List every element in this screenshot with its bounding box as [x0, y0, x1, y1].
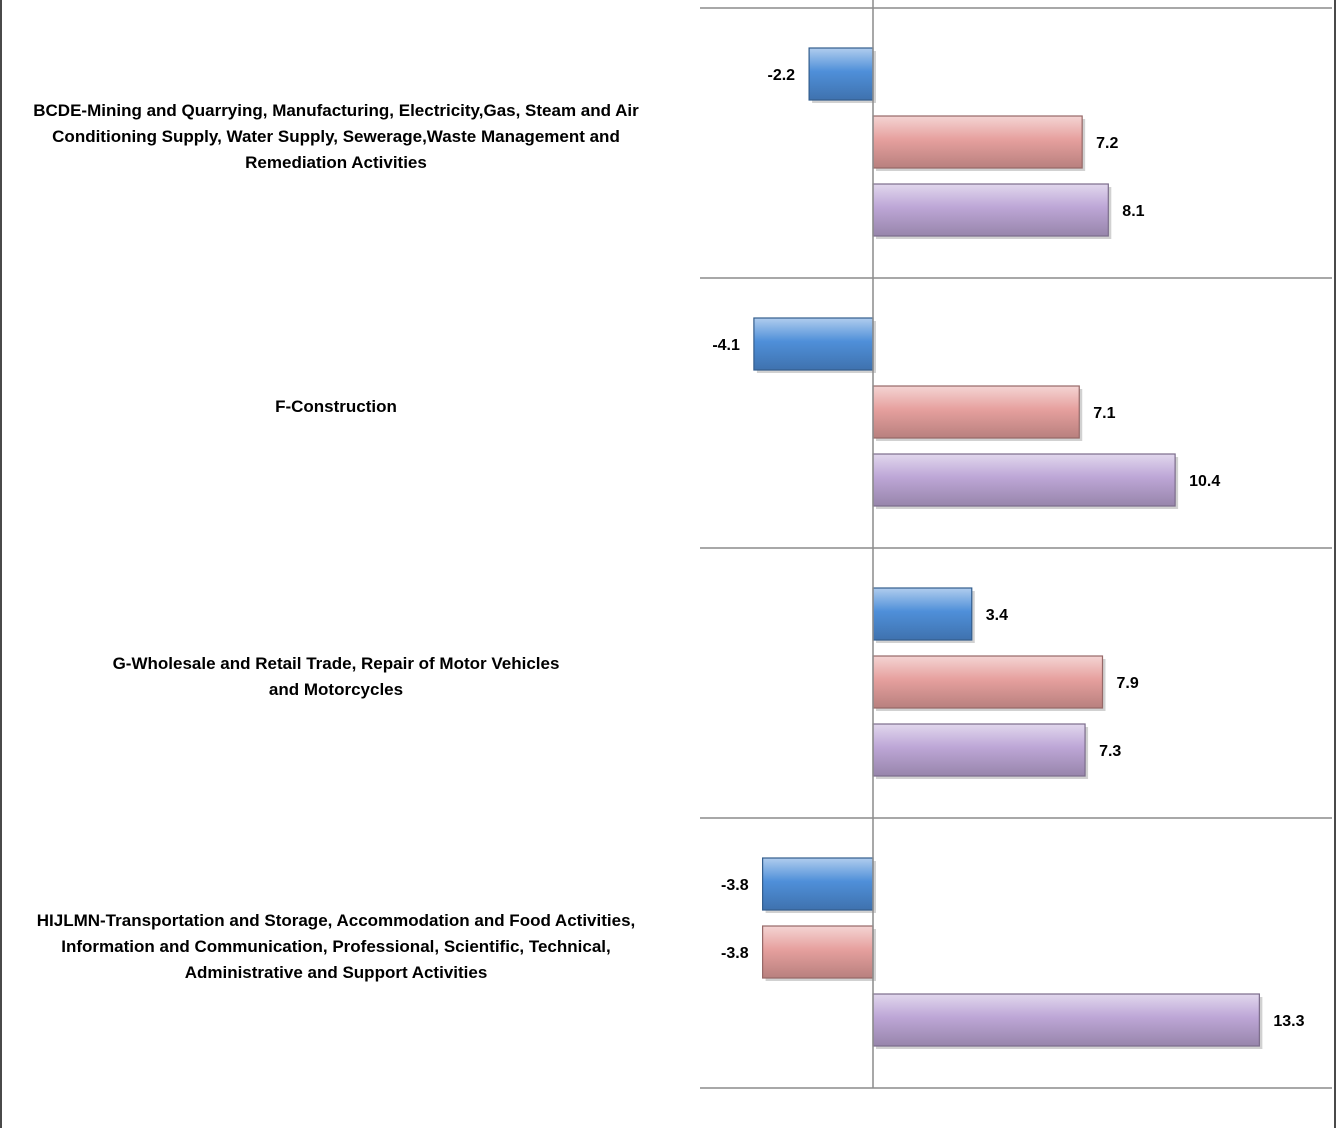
category-label: F-Construction — [275, 397, 397, 416]
category-label: G-Wholesale and Retail Trade, Repair of … — [112, 654, 560, 699]
data-label: -3.8 — [721, 945, 749, 962]
data-label: 8.1 — [1122, 203, 1144, 220]
bar-cat3-series2 — [872, 655, 1104, 709]
bar-cat2-series3 — [872, 453, 1176, 507]
data-label: 3.4 — [986, 607, 1008, 624]
bar-cat2-series2 — [872, 385, 1080, 439]
bar-cat4-series2 — [762, 925, 874, 979]
data-label: 7.9 — [1116, 675, 1138, 692]
data-label: 13.3 — [1273, 1013, 1304, 1030]
category-label: BCDE-Mining and Quarrying, Manufacturing… — [33, 101, 639, 172]
data-label: -2.2 — [768, 67, 796, 84]
bar-cat3-series1 — [872, 587, 973, 641]
data-label: -4.1 — [712, 337, 740, 354]
data-label: 10.4 — [1189, 473, 1220, 490]
data-label: 7.3 — [1099, 743, 1121, 760]
category-label: HIJLMN-Transportation and Storage, Accom… — [36, 911, 636, 982]
bar-cat1-series2 — [872, 115, 1083, 169]
bar-cat4-series3 — [872, 993, 1260, 1047]
data-label: -3.8 — [721, 877, 749, 894]
bar-cat1-series1 — [808, 47, 874, 101]
bar-cat4-series1 — [762, 857, 874, 911]
data-label: 7.1 — [1093, 405, 1115, 422]
bar-cat1-series3 — [872, 183, 1109, 237]
bar-cat2-series1 — [753, 317, 874, 371]
bar-cat3-series3 — [872, 723, 1086, 777]
data-label: 7.2 — [1096, 135, 1118, 152]
